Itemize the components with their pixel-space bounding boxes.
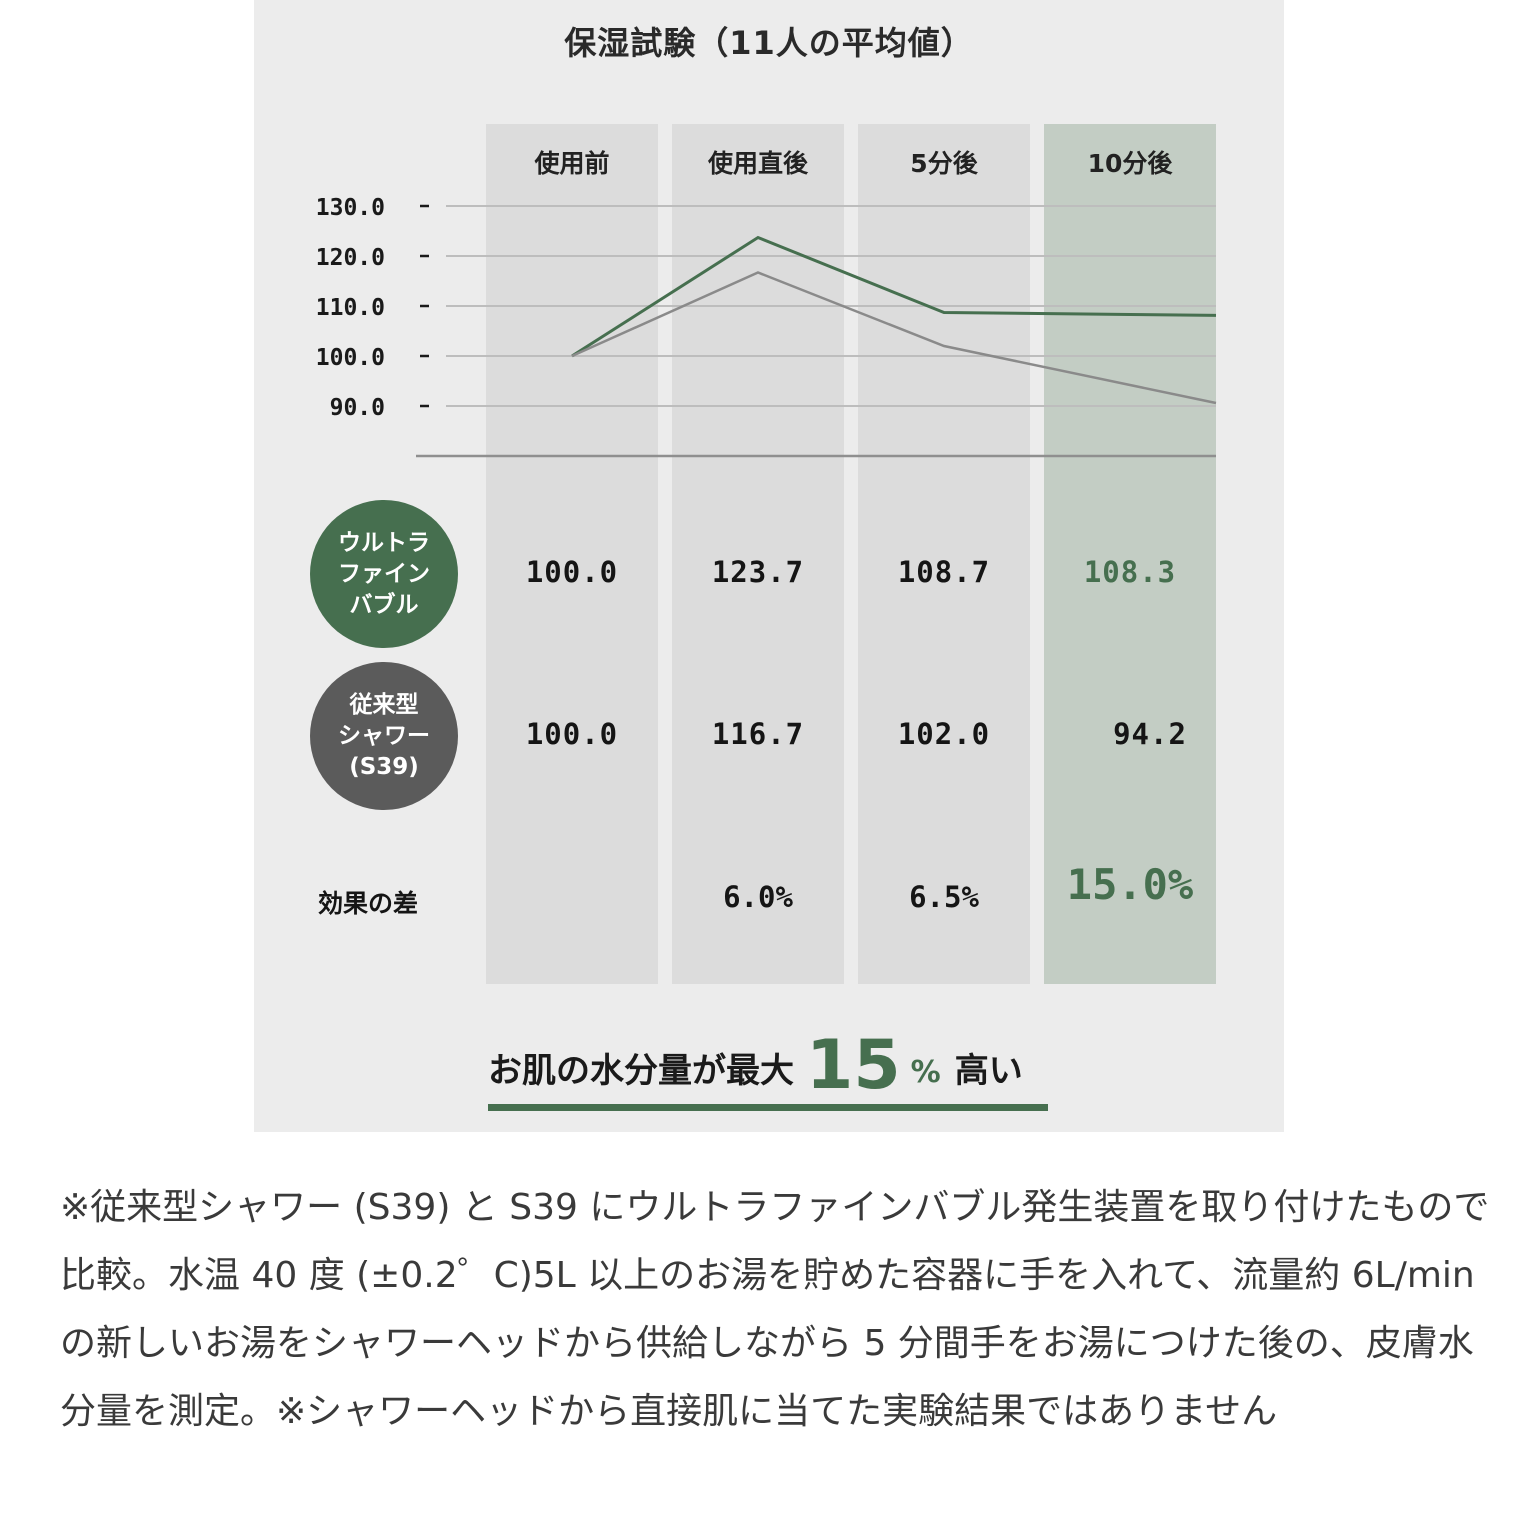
column-bg-before bbox=[486, 124, 658, 984]
y-tick-label-2: 110.0 bbox=[316, 295, 385, 321]
headline-number: 15 bbox=[806, 1026, 901, 1105]
data-label-conventional-before: 100.0 bbox=[525, 717, 619, 751]
headline-unit: % bbox=[910, 1055, 941, 1090]
data-label-conventional-right-after: 116.7 bbox=[711, 717, 805, 751]
column-header-before: 使用前 bbox=[534, 149, 610, 178]
difference-10min: 15.0% bbox=[1066, 860, 1194, 909]
chart-title: 保湿試験（11人の平均値） bbox=[564, 24, 974, 62]
difference-5min: 6.5% bbox=[909, 880, 979, 914]
difference-label: 効果の差 bbox=[318, 889, 419, 918]
legend-ufb-line-3: バブル bbox=[349, 591, 419, 618]
data-label-ufb-5min: 108.7 bbox=[897, 555, 991, 589]
headline-underline bbox=[488, 1104, 1048, 1111]
data-label-conventional-10min: 94.2 bbox=[1113, 717, 1187, 751]
column-bg-10min-highlight bbox=[1044, 124, 1216, 984]
legend-conventional-line-3: (S39) bbox=[349, 753, 419, 780]
column-header-5min: 5分後 bbox=[910, 149, 978, 178]
column-bg-right-after bbox=[672, 124, 844, 984]
legend-badge-ufb: ウルトラ ファイン バブル bbox=[310, 500, 458, 648]
data-label-conventional-5min: 102.0 bbox=[897, 717, 991, 751]
legend-badge-conventional: 従来型 シャワー (S39) bbox=[310, 662, 458, 810]
headline: お肌の水分量が最大 15 % 高い bbox=[488, 1026, 1023, 1106]
column-bg-5min bbox=[858, 124, 1030, 984]
headline-suffix: 高い bbox=[954, 1051, 1023, 1091]
legend-conventional-line-1: 従来型 bbox=[349, 691, 419, 718]
data-label-ufb-right-after: 123.7 bbox=[711, 555, 805, 589]
line-chart: 130.0 120.0 110.0 100.0 90.0 bbox=[316, 195, 1217, 458]
chart-panel: 保湿試験（11人の平均値） 使用前 使用直後 5分後 10分後 130.0 120… bbox=[254, 0, 1284, 1132]
y-tick-label-4: 90.0 bbox=[330, 395, 385, 421]
data-label-ufb-before: 100.0 bbox=[525, 555, 619, 589]
difference-right-after: 6.0% bbox=[723, 880, 793, 914]
data-label-ufb-10min: 108.3 bbox=[1083, 555, 1177, 589]
headline-prefix: お肌の水分量が最大 bbox=[488, 1051, 794, 1091]
legend-ufb-line-2: ファイン bbox=[338, 560, 430, 587]
column-header-right-after: 使用直後 bbox=[707, 149, 808, 178]
y-tick-label-1: 120.0 bbox=[316, 245, 385, 271]
y-tick-label-0: 130.0 bbox=[316, 195, 385, 221]
y-tick-label-3: 100.0 bbox=[316, 345, 385, 371]
legend-ufb-line-1: ウルトラ bbox=[338, 529, 430, 556]
legend-conventional-line-2: シャワー bbox=[338, 722, 430, 749]
column-header-10min: 10分後 bbox=[1087, 149, 1173, 178]
footnote: ※従来型シャワー (S39) と S39 にウルトラファインバブル発生装置を取り… bbox=[60, 1187, 1490, 1432]
